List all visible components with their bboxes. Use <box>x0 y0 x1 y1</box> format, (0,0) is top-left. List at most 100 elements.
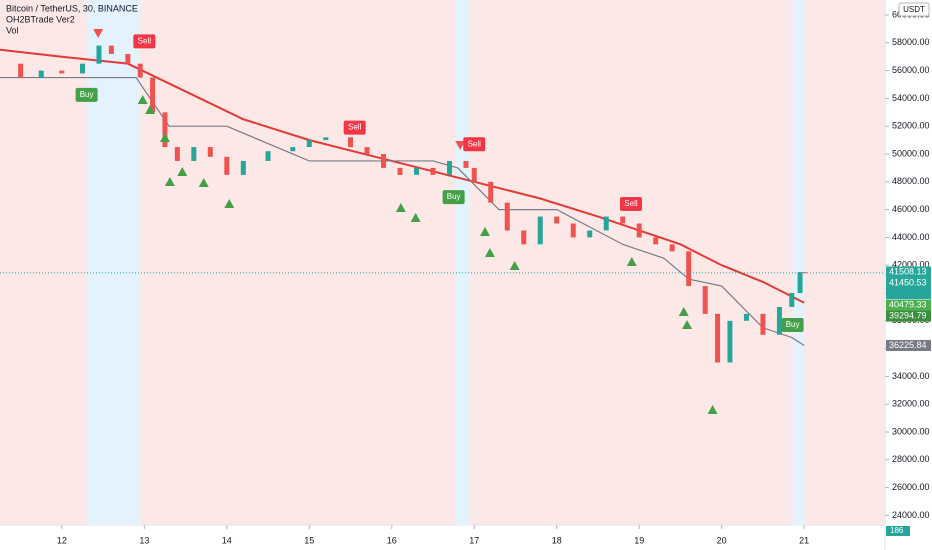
y-tick-label: 54000.00 <box>892 93 930 103</box>
x-tick-label: 14 <box>222 535 232 545</box>
x-tick-label: 19 <box>634 535 644 545</box>
price-label-box <box>886 339 931 351</box>
buy-marker <box>410 212 421 222</box>
candle <box>265 151 271 161</box>
candle <box>290 147 296 152</box>
candle <box>669 244 675 252</box>
x-tick-label: 12 <box>57 535 67 545</box>
signal-label: Sell <box>348 123 362 132</box>
candle <box>797 272 803 294</box>
price-label: 39294.79 <box>889 310 927 320</box>
chart-title: Bitcoin / TetherUS, 30, BINANCE <box>6 3 138 13</box>
currency-box[interactable] <box>898 2 930 17</box>
candle <box>79 63 85 74</box>
candle <box>323 137 329 141</box>
candle <box>727 320 733 363</box>
candle <box>191 147 197 161</box>
price-label-box <box>886 277 931 289</box>
signal-label: Buy <box>447 192 461 201</box>
candle <box>743 313 749 321</box>
candle <box>653 237 659 245</box>
buy-marker <box>137 94 148 104</box>
candle <box>348 137 354 148</box>
signal-label: Buy <box>80 90 94 99</box>
y-tick-label: 46000.00 <box>892 204 930 214</box>
signal-label: Sell <box>468 139 482 148</box>
candle <box>620 216 626 224</box>
x-tick-label: 20 <box>717 535 727 545</box>
candle <box>162 112 168 148</box>
signal-label-box <box>442 190 465 205</box>
candle <box>125 53 131 64</box>
buy-marker <box>145 104 156 114</box>
sell-marker <box>93 28 104 38</box>
signal-label: Sell <box>624 199 638 208</box>
candle <box>59 70 65 74</box>
y-tick-label: 50000.00 <box>892 148 930 158</box>
candle <box>537 216 543 245</box>
currency[interactable]: USDT <box>903 5 925 14</box>
candle <box>603 216 609 231</box>
x-tick-label: 16 <box>387 535 397 545</box>
candle <box>96 45 102 64</box>
candle <box>570 223 576 238</box>
y-tick-label: 56000.00 <box>892 65 930 75</box>
candle <box>240 160 246 175</box>
candle <box>224 156 230 175</box>
price-label: 40479.33 <box>889 299 927 309</box>
x-tick-label: 13 <box>139 535 149 545</box>
candle <box>150 77 156 113</box>
candle <box>381 154 387 168</box>
x-tick-label: 21 <box>799 535 809 545</box>
x-tick-label: 18 <box>552 535 562 545</box>
candle <box>521 230 527 245</box>
candle <box>207 147 213 157</box>
signal-label: Sell <box>138 37 152 46</box>
signal-label-box <box>75 87 98 102</box>
countdown-box <box>886 288 931 300</box>
candle <box>364 147 370 155</box>
y-tick-label: 24000.00 <box>892 510 930 520</box>
buy-marker <box>224 199 235 209</box>
buy-marker <box>159 133 170 143</box>
price-label-box <box>886 266 931 278</box>
buy-marker <box>682 319 693 329</box>
candle <box>789 293 795 307</box>
sell-marker <box>455 140 466 150</box>
y-tick-label: 28000.00 <box>892 454 930 464</box>
plot-background <box>0 0 885 525</box>
candle <box>137 63 143 78</box>
y-tick-label: 32000.00 <box>892 399 930 409</box>
signal-label-box <box>619 197 642 212</box>
candle <box>554 216 560 224</box>
y-tick-label: 44000.00 <box>892 232 930 242</box>
signal-zone <box>792 0 805 525</box>
buy-marker <box>509 261 520 271</box>
candle <box>414 167 420 175</box>
candle <box>504 202 510 231</box>
candle <box>306 140 312 148</box>
indicator-name: Vol <box>6 25 19 35</box>
signal-label-box <box>463 137 486 152</box>
buy-marker <box>484 247 495 257</box>
candle <box>430 167 436 175</box>
y-tick-label: 52000.00 <box>892 121 930 131</box>
y-tick-label: 48000.00 <box>892 176 930 186</box>
price-label-box <box>886 310 931 322</box>
x-tick-label: 15 <box>304 535 314 545</box>
y-tick-label: 34000.00 <box>892 371 930 381</box>
signal-label-box <box>133 34 156 49</box>
candle <box>715 313 721 363</box>
price-label-box <box>886 299 931 311</box>
signal-zone <box>86 0 141 525</box>
candle <box>447 160 453 175</box>
indicator-name: OH2BTrade Ver2 <box>6 14 75 24</box>
candle <box>636 223 642 238</box>
buy-marker <box>198 177 209 187</box>
y-tick-label: 30000.00 <box>892 426 930 436</box>
candle <box>108 45 114 54</box>
volume-label: 186 <box>890 526 904 535</box>
signal-label-box <box>343 120 366 135</box>
